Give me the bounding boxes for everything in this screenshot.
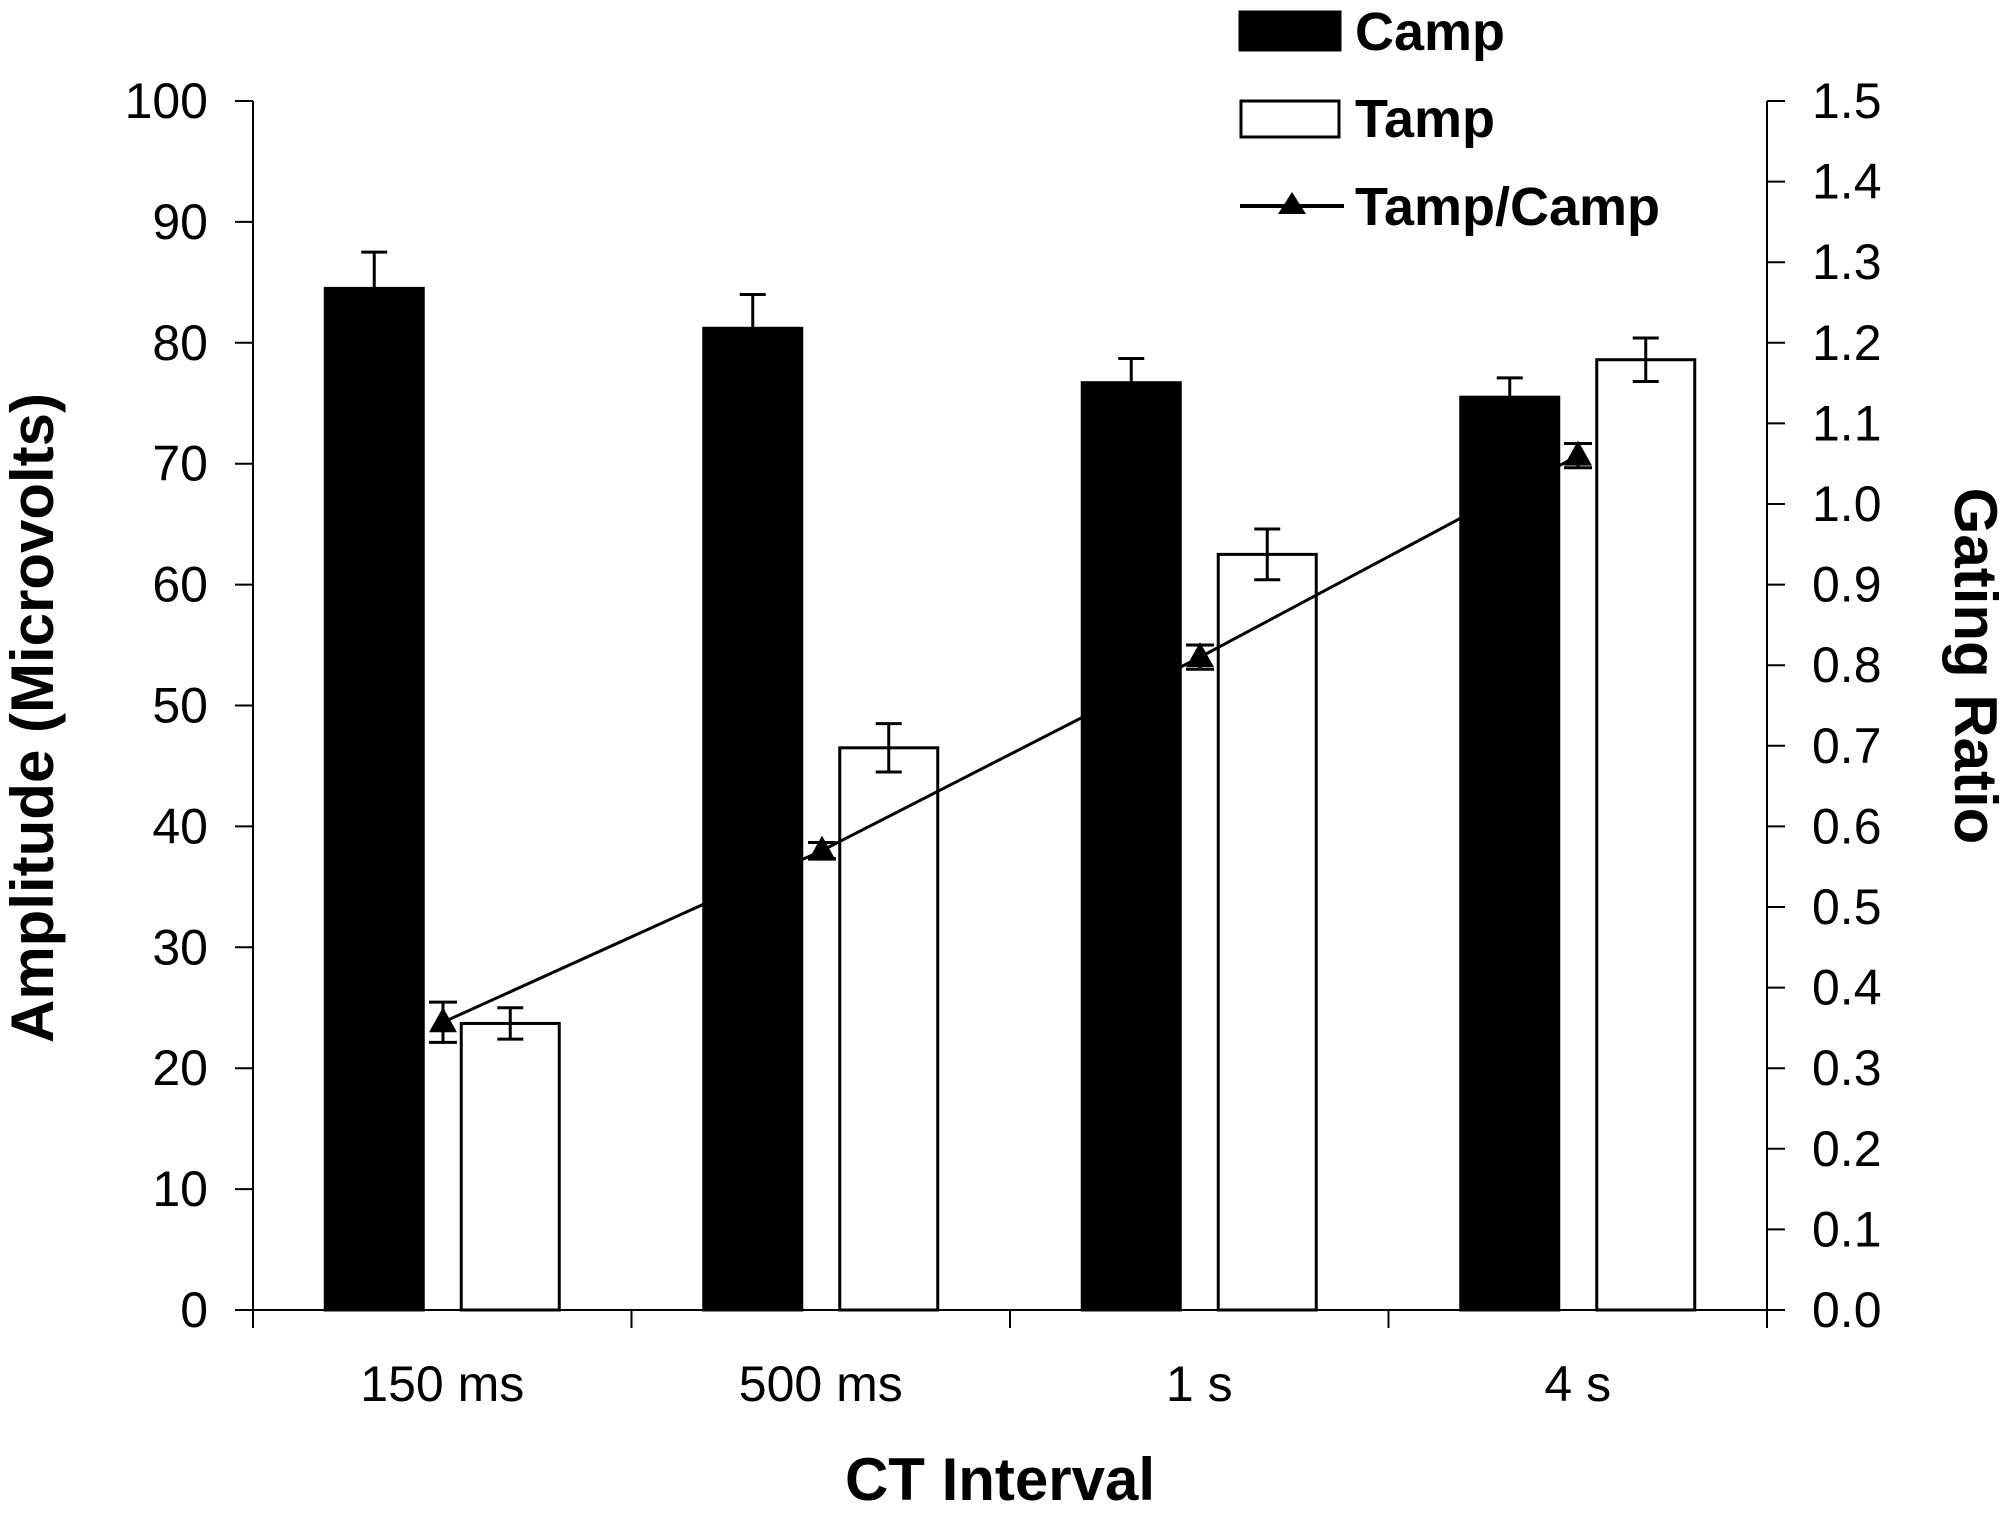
right-y-tick-label: 1.1 [1812, 395, 1882, 451]
legend-label-camp: Camp [1355, 2, 1505, 62]
right-y-tick-label: 0.8 [1812, 637, 1882, 693]
x-tick-label: 1 s [1166, 1356, 1233, 1412]
right-y-tick-label: 0.3 [1812, 1040, 1882, 1096]
right-y-tick-label: 0.1 [1812, 1201, 1882, 1257]
right-y-ticks: 0.0 0.1 0.2 0.3 0.4 0.5 0.6 0.7 0.8 0.9 1.0 1.1 1.2 1… [1767, 73, 1882, 1338]
legend-swatch-tamp [1239, 99, 1341, 139]
x-tick-label: 500 ms [739, 1356, 903, 1412]
right-y-tick-label: 0.4 [1812, 960, 1882, 1016]
bar-tamp [1595, 358, 1697, 1312]
bars [323, 250, 1697, 1312]
ratio-line-series [429, 440, 1592, 1044]
bar-camp [323, 286, 425, 1312]
right-y-tick-label: 1.4 [1812, 154, 1882, 210]
ratio-point [808, 835, 836, 861]
left-y-tick-label: 40 [152, 798, 208, 854]
left-y-ticks: 0 10 20 30 40 50 60 70 80 90 100 [125, 73, 253, 1338]
right-y-tick-label: 0.6 [1812, 798, 1882, 854]
bar-camp [1459, 395, 1561, 1312]
left-y-tick-label: 0 [180, 1282, 208, 1338]
left-y-tick-label: 90 [152, 194, 208, 250]
bar-camp [1080, 381, 1182, 1312]
right-y-axis-title: Gating Ratio [1942, 488, 2007, 845]
bar-tamp [1216, 552, 1318, 1312]
left-y-tick-label: 80 [152, 315, 208, 371]
x-ticks: 150 ms 500 ms 1 s 4 s [252, 1310, 1768, 1412]
legend: Camp Tamp Tamp/Camp [1238, 2, 1660, 237]
right-y-tick-label: 0.7 [1812, 718, 1882, 774]
left-y-tick-label: 60 [152, 557, 208, 613]
left-y-tick-label: 70 [152, 436, 208, 492]
right-y-tick-label: 1.0 [1812, 476, 1882, 532]
ratio-point [1186, 642, 1214, 668]
ratio-point [1564, 440, 1592, 466]
x-axis-title: CT Interval [845, 1446, 1155, 1513]
left-y-tick-label: 20 [152, 1040, 208, 1096]
legend-label-tamp: Tamp [1355, 89, 1495, 149]
right-y-tick-label: 0.0 [1812, 1282, 1882, 1338]
right-y-tick-label: 0.9 [1812, 557, 1882, 613]
x-tick-label: 4 s [1544, 1356, 1611, 1412]
bar-tamp [459, 1021, 561, 1312]
left-y-tick-label: 30 [152, 919, 208, 975]
legend-label-ratio: Tamp/Camp [1355, 177, 1660, 237]
left-y-tick-label: 10 [152, 1161, 208, 1217]
left-y-axis-title: Amplitude (Microvolts) [0, 393, 66, 1043]
x-tick-label: 150 ms [360, 1356, 524, 1412]
right-y-tick-label: 0.5 [1812, 879, 1882, 935]
left-y-tick-label: 100 [125, 73, 208, 129]
right-y-tick-label: 1.3 [1812, 234, 1882, 290]
legend-swatch-camp [1238, 10, 1342, 52]
right-y-tick-label: 0.2 [1812, 1121, 1882, 1177]
bar-tamp [838, 746, 940, 1312]
ratio-line [442, 454, 1579, 1024]
right-y-tick-label: 1.2 [1812, 315, 1882, 371]
legend-marker-ratio [1278, 192, 1306, 214]
ratio-point [429, 1007, 457, 1033]
bar-camp [702, 326, 804, 1312]
right-y-tick-label: 1.5 [1812, 73, 1882, 129]
left-y-tick-label: 50 [152, 678, 208, 734]
